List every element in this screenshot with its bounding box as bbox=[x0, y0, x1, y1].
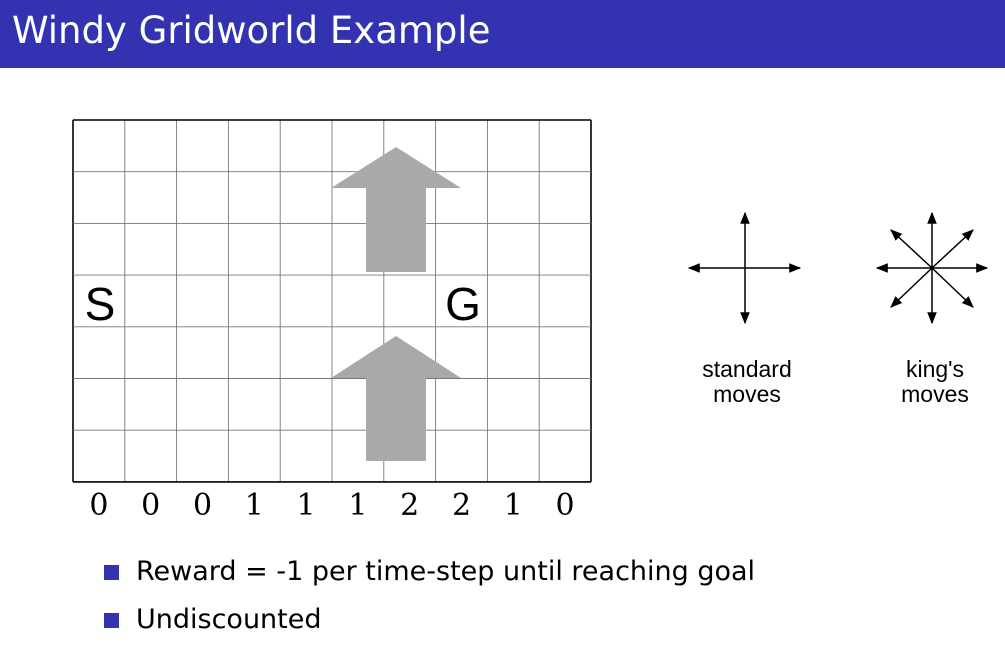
kings-moves-caption-line2: moves bbox=[901, 381, 969, 407]
wind-strength-label: 0 bbox=[141, 488, 160, 523]
bullet-item: Undiscounted bbox=[104, 600, 755, 648]
wind-up-arrow-icon bbox=[331, 147, 461, 272]
bullet-square-icon bbox=[104, 565, 119, 580]
wind-strength-label: 2 bbox=[400, 488, 419, 523]
bullet-list: Reward = -1 per time-step until reaching… bbox=[104, 552, 755, 648]
wind-strength-label: 1 bbox=[245, 488, 264, 523]
kings-moves-icon bbox=[875, 211, 989, 325]
wind-strength-label: 1 bbox=[297, 488, 316, 523]
standard-moves-caption-line2: moves bbox=[713, 381, 781, 407]
kings-moves-caption-line1: king's bbox=[906, 356, 964, 382]
wind-strength-label: 0 bbox=[556, 488, 575, 523]
slide-title: Windy Gridworld Example bbox=[12, 9, 491, 52]
wind-strength-label: 0 bbox=[89, 488, 108, 523]
goal-label: G bbox=[445, 278, 481, 330]
wind-strength-label: 0 bbox=[193, 488, 212, 523]
standard-moves-icon bbox=[687, 211, 802, 325]
start-label: S bbox=[85, 278, 116, 330]
wind-strength-label: 1 bbox=[348, 488, 367, 523]
bullet-text: Undiscounted bbox=[136, 604, 322, 635]
wind-strength-label: 2 bbox=[452, 488, 471, 523]
title-bar: Windy Gridworld Example bbox=[0, 0, 1005, 68]
wind-strength-label: 1 bbox=[504, 488, 523, 523]
wind-up-arrow-icon bbox=[331, 336, 461, 461]
gridworld-grid bbox=[72, 119, 592, 483]
standard-moves-caption-line1: standard bbox=[702, 356, 792, 382]
bullet-item: Reward = -1 per time-step until reaching… bbox=[104, 552, 755, 600]
bullet-square-icon bbox=[104, 613, 119, 628]
bullet-text: Reward = -1 per time-step until reaching… bbox=[136, 556, 756, 587]
